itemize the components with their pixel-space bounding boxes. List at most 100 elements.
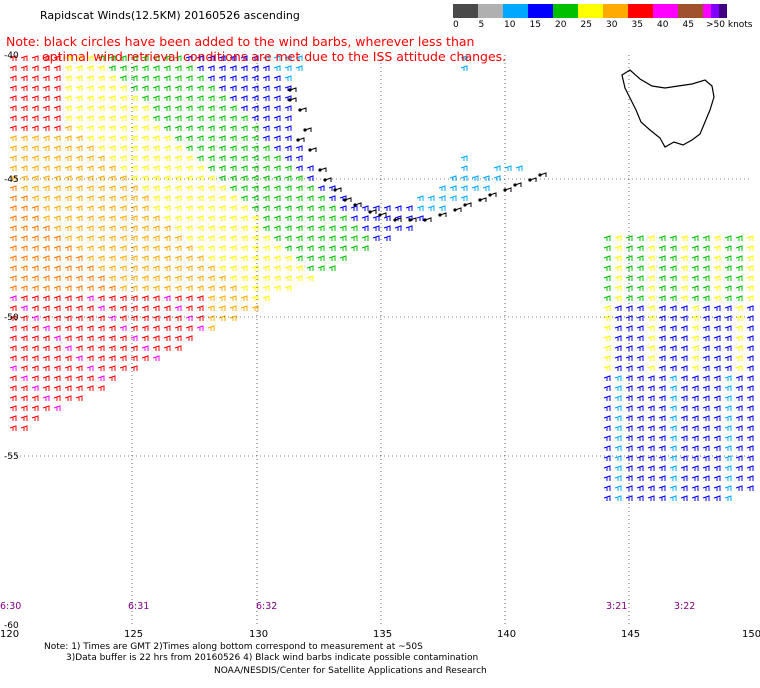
wind-barb bbox=[53, 405, 61, 411]
wind-barb bbox=[20, 105, 28, 111]
wind-barb bbox=[64, 335, 72, 341]
wind-barb bbox=[196, 85, 204, 91]
wind-barb bbox=[31, 215, 39, 221]
wind-barb bbox=[724, 275, 732, 281]
wind-barb bbox=[625, 365, 633, 371]
wind-barb bbox=[251, 155, 259, 161]
tasmania-coastline bbox=[621, 69, 715, 148]
contaminated-wind-barb bbox=[394, 217, 402, 222]
wind-barb bbox=[669, 385, 677, 391]
wind-barb bbox=[636, 335, 644, 341]
wind-barb bbox=[724, 355, 732, 361]
wind-barb bbox=[42, 115, 50, 121]
wind-barb bbox=[636, 415, 644, 421]
wind-barb bbox=[702, 425, 710, 431]
wind-barb bbox=[405, 225, 413, 231]
wind-barb bbox=[207, 275, 215, 281]
wind-barb bbox=[163, 215, 171, 221]
wind-barb bbox=[75, 195, 83, 201]
wind-barb bbox=[108, 275, 116, 281]
wind-barb bbox=[339, 245, 347, 251]
wind-barb bbox=[53, 155, 61, 161]
lat-label: -55 bbox=[4, 452, 19, 462]
wind-barb bbox=[284, 75, 292, 81]
lat-label: -60 bbox=[4, 621, 19, 631]
wind-barb bbox=[702, 275, 710, 281]
wind-barb bbox=[735, 405, 743, 411]
wind-barb bbox=[273, 125, 281, 131]
wind-barb bbox=[141, 185, 149, 191]
wind-barb bbox=[31, 205, 39, 211]
wind-barb bbox=[669, 375, 677, 381]
wind-barb bbox=[350, 245, 358, 251]
wind-barb bbox=[218, 105, 226, 111]
wind-barb bbox=[75, 295, 83, 301]
wind-barb bbox=[229, 275, 237, 281]
wind-barb bbox=[218, 305, 226, 311]
wind-barb bbox=[284, 275, 292, 281]
wind-barb bbox=[119, 95, 127, 101]
wind-barb bbox=[636, 265, 644, 271]
wind-barb bbox=[130, 235, 138, 241]
wind-barb bbox=[262, 185, 270, 191]
wind-barb bbox=[196, 285, 204, 291]
wind-barb bbox=[42, 245, 50, 251]
wind-barb bbox=[31, 285, 39, 291]
wind-barb bbox=[97, 85, 105, 91]
wind-barb bbox=[185, 55, 193, 61]
wind-barb bbox=[31, 155, 39, 161]
wind-barb bbox=[86, 225, 94, 231]
wind-barb bbox=[713, 255, 721, 261]
graticule bbox=[8, 55, 752, 625]
wind-barb bbox=[273, 255, 281, 261]
quality-flag-circle bbox=[393, 218, 397, 222]
wind-barb bbox=[416, 215, 424, 221]
wind-barb bbox=[383, 215, 391, 221]
wind-barb bbox=[196, 225, 204, 231]
wind-barb bbox=[614, 355, 622, 361]
wind-barb bbox=[75, 105, 83, 111]
wind-barb bbox=[97, 165, 105, 171]
wind-barb bbox=[185, 195, 193, 201]
wind-barb bbox=[625, 285, 633, 291]
wind-barb bbox=[185, 165, 193, 171]
wind-barb bbox=[658, 265, 666, 271]
wind-barb bbox=[86, 195, 94, 201]
scale-tick-label: 5 bbox=[478, 20, 485, 30]
wind-barb bbox=[669, 235, 677, 241]
wind-barb bbox=[108, 205, 116, 211]
wind-barb bbox=[317, 185, 325, 191]
wind-barb bbox=[658, 335, 666, 341]
wind-barb bbox=[614, 385, 622, 391]
wind-barb bbox=[119, 315, 127, 321]
wind-barb bbox=[86, 335, 94, 341]
speed-color-scale bbox=[453, 4, 727, 18]
wind-barb bbox=[680, 465, 688, 471]
quality-flag-circle bbox=[298, 108, 302, 112]
wind-barb bbox=[614, 405, 622, 411]
wind-barb bbox=[240, 115, 248, 121]
wind-barb bbox=[53, 255, 61, 261]
wind-barb bbox=[31, 55, 39, 61]
wind-barb bbox=[603, 235, 611, 241]
wind-barb bbox=[724, 485, 732, 491]
wind-barb bbox=[273, 245, 281, 251]
wind-barb bbox=[163, 275, 171, 281]
wind-barb bbox=[229, 245, 237, 251]
wind-barb bbox=[702, 235, 710, 241]
wind-barb bbox=[625, 245, 633, 251]
wind-barb bbox=[196, 175, 204, 181]
wind-barb bbox=[141, 115, 149, 121]
wind-barb bbox=[141, 125, 149, 131]
wind-barb bbox=[680, 285, 688, 291]
wind-barb bbox=[97, 325, 105, 331]
wind-barb bbox=[229, 85, 237, 91]
wind-barb bbox=[97, 215, 105, 221]
wind-barb bbox=[75, 385, 83, 391]
wind-barb bbox=[20, 65, 28, 71]
wind-barb bbox=[746, 405, 754, 411]
wind-barb bbox=[658, 395, 666, 401]
wind-barb bbox=[735, 455, 743, 461]
wind-barb bbox=[196, 115, 204, 121]
wind-barb bbox=[174, 285, 182, 291]
